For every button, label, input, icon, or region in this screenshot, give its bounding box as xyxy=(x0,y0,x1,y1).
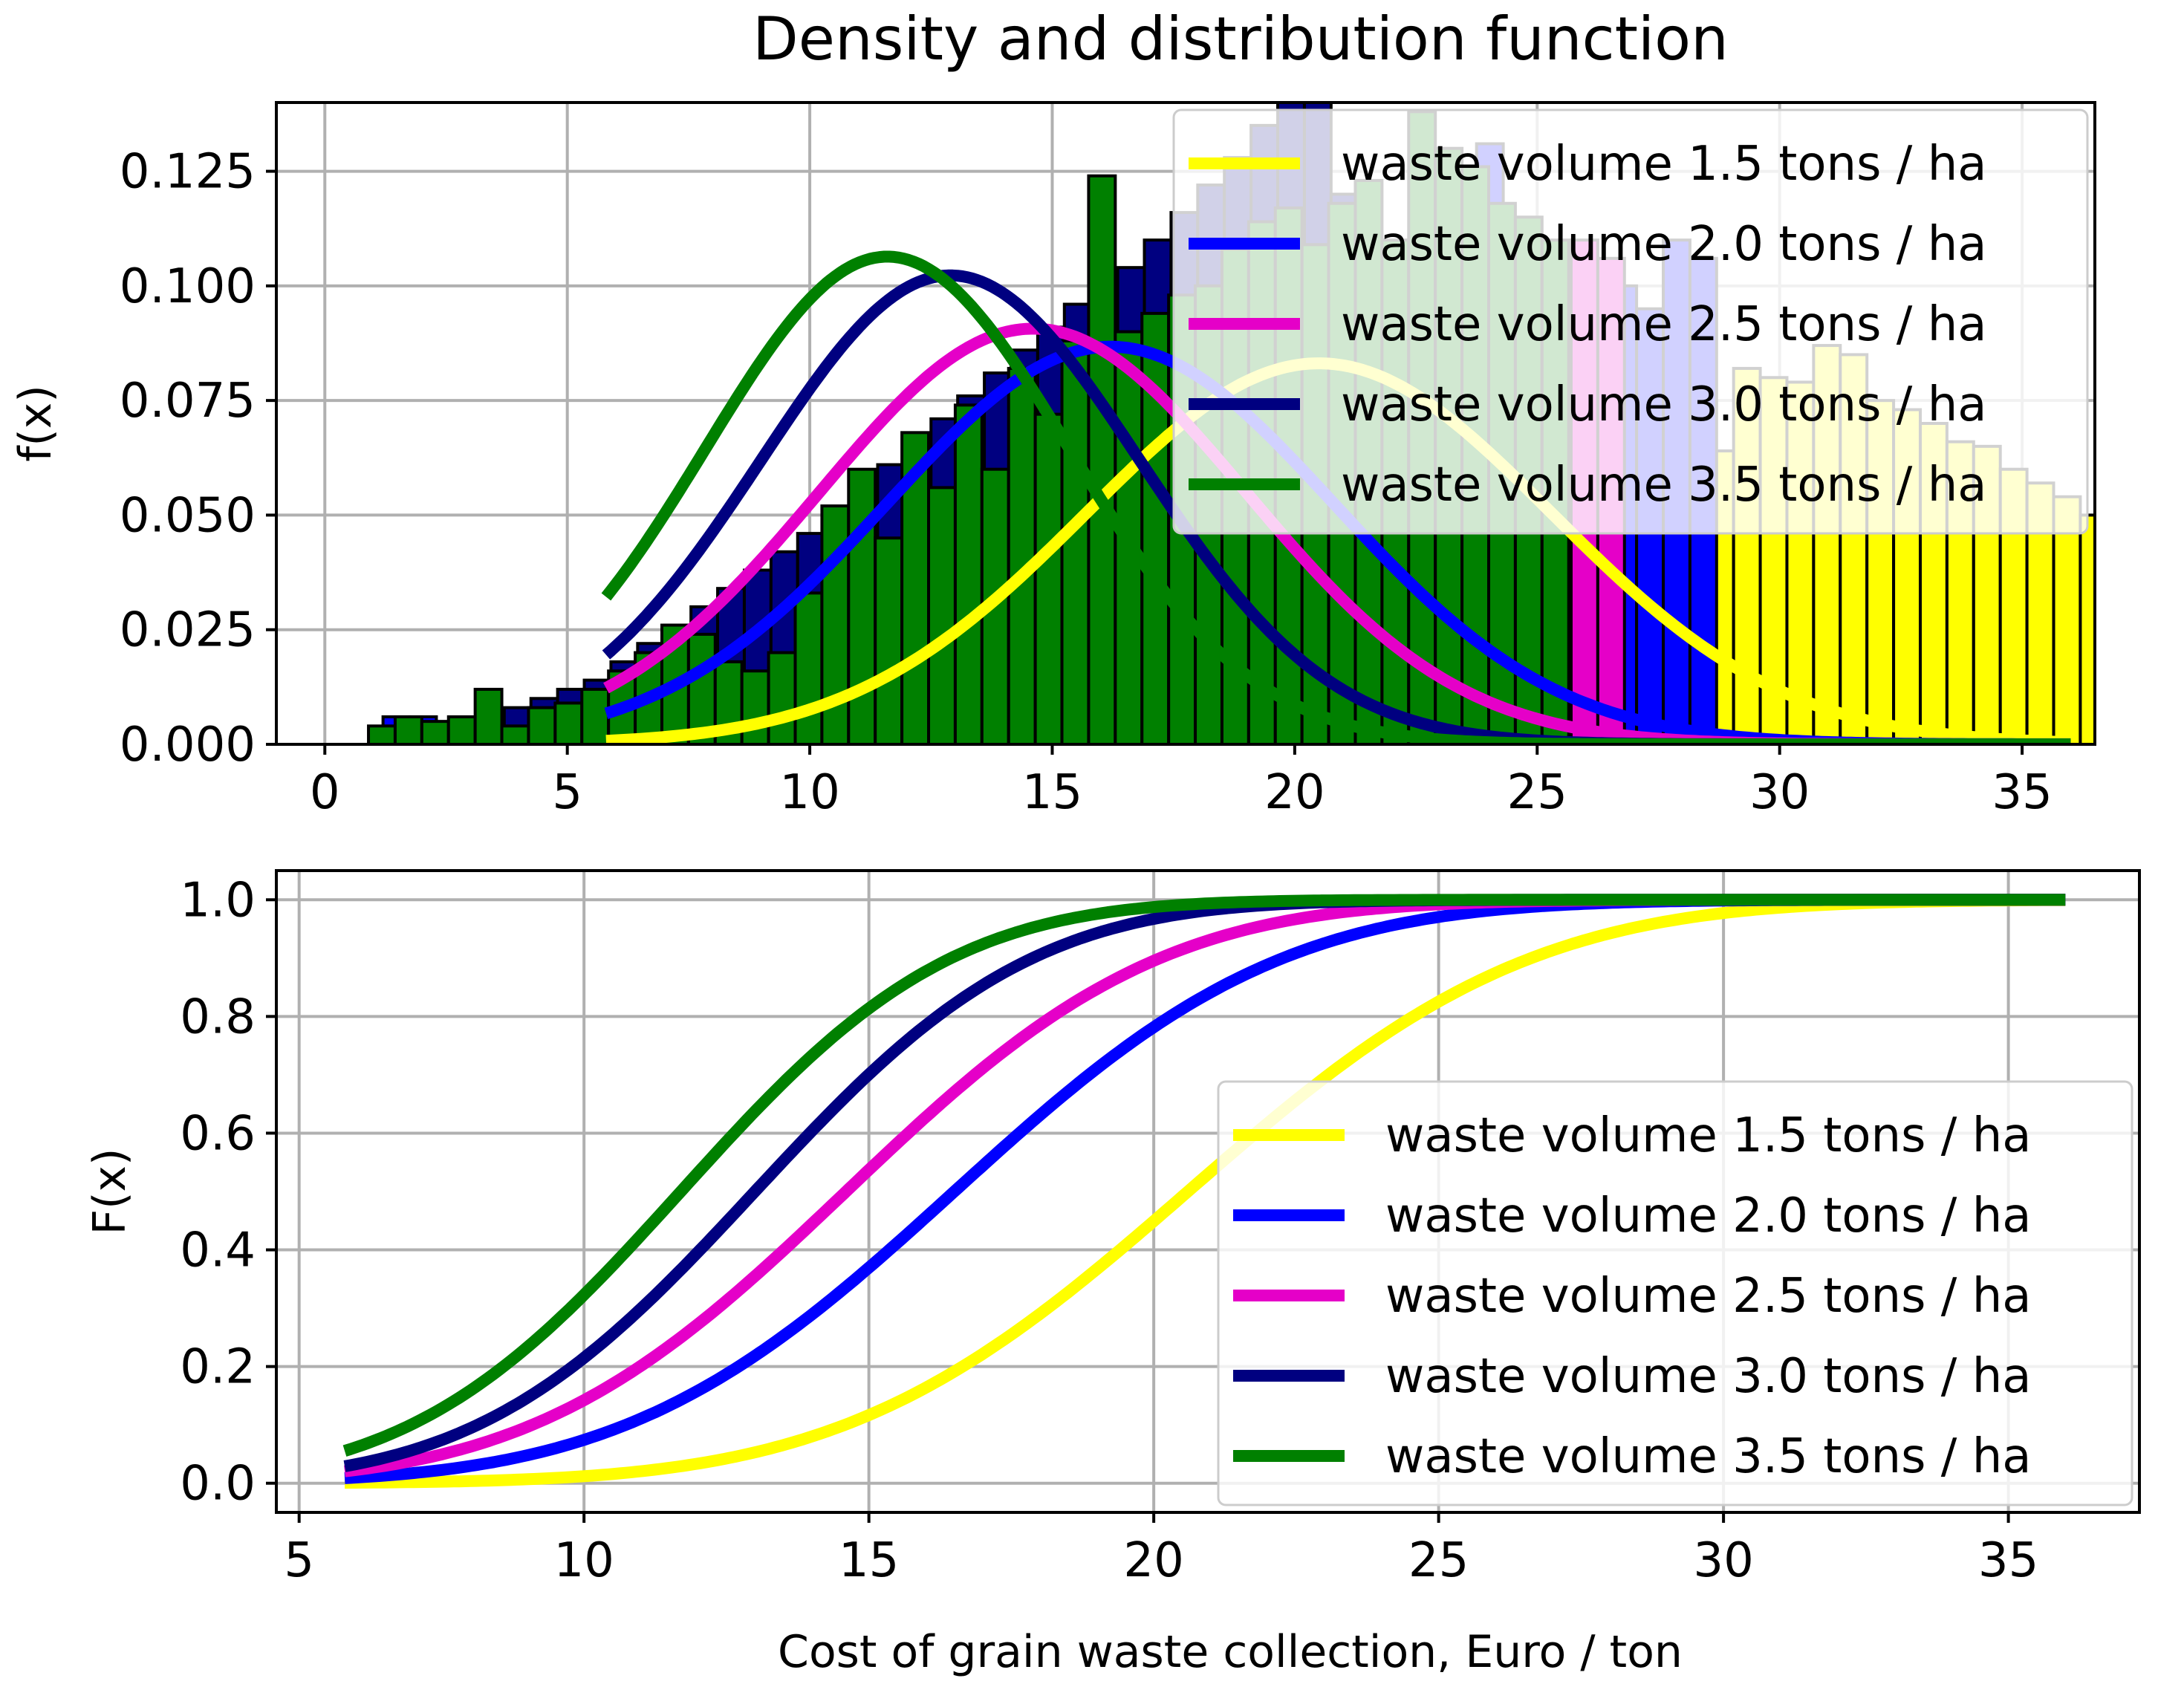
legend-label: waste volume 2.5 tons / ha xyxy=(1385,1269,2031,1324)
axes-frame xyxy=(275,101,2096,746)
histogram-bar xyxy=(2133,538,2160,744)
legend-label: waste volume 3.0 tons / ha xyxy=(1341,377,1986,432)
x-axis-label: Cost of grain waste collection, Euro / t… xyxy=(778,1626,1683,1678)
legend: waste volume 1.5 tons / ha waste volume 2… xyxy=(1217,1080,2133,1506)
histogram-bar xyxy=(420,720,450,744)
density-curve xyxy=(601,250,2072,744)
x-tick-label: 5 xyxy=(552,765,582,820)
y-tick-label: 0.025 xyxy=(120,603,256,658)
histogram-bar xyxy=(500,724,530,744)
density-curve xyxy=(602,269,2072,744)
histogram-bar xyxy=(527,706,557,744)
x-tick-label: 30 xyxy=(1693,1533,1753,1588)
legend-label: waste volume 3.0 tons / ha xyxy=(1385,1349,2031,1404)
y-tick-label: 0.0 xyxy=(180,1457,256,1512)
distribution-panel: 5 10 15 20 25 30 35 0.0 0.2 0.4 0.6 0.8 1.0 F(x) Cost … xyxy=(84,869,2141,1678)
legend-label: waste volume 3.5 tons / ha xyxy=(1385,1429,2031,1484)
y-tick-label: 0.2 xyxy=(180,1340,256,1395)
density-panel: 0 5 10 15 20 25 30 35 0.000 0.025 0.050 0.075 0.100 0… xyxy=(10,101,2184,820)
x-tick-label: 10 xyxy=(779,765,839,820)
y-tick-label: 0.125 xyxy=(120,145,256,200)
legend-label: waste volume 3.5 tons / ha xyxy=(1341,458,1986,513)
plot-body xyxy=(342,894,2066,1489)
legend-label: waste volume 1.5 tons / ha xyxy=(1341,137,1986,192)
histogram-bar xyxy=(874,536,904,744)
histogram-bar xyxy=(367,724,397,744)
y-axis-label: f(x) xyxy=(10,385,62,461)
histogram-bar xyxy=(953,403,984,744)
x-tick-label: 35 xyxy=(1978,1533,2038,1588)
histogram-bar xyxy=(1060,339,1091,744)
legend-label: waste volume 1.5 tons / ha xyxy=(1385,1108,2031,1163)
y-axis-label: F(x) xyxy=(84,1148,136,1235)
x-tick-label: 25 xyxy=(1507,765,1567,820)
y-tick-label: 0.4 xyxy=(180,1223,256,1278)
x-tick-label: 10 xyxy=(553,1533,614,1588)
x-tick-label: 0 xyxy=(310,765,340,820)
histogram-bar xyxy=(1087,174,1117,744)
cdf-curve xyxy=(342,894,2066,1457)
legend-label: waste volume 2.5 tons / ha xyxy=(1341,297,1986,352)
legend-frame xyxy=(1172,108,2089,535)
y-tick-label: 0.000 xyxy=(120,718,256,773)
x-tick-label: 15 xyxy=(839,1533,899,1588)
histogram-bar xyxy=(580,687,611,744)
y-tick-label: 0.100 xyxy=(120,259,256,314)
legend-label: waste volume 2.0 tons / ha xyxy=(1385,1189,2031,1244)
histogram-bar xyxy=(740,669,770,744)
legend: waste volume 1.5 tons / ha waste volume 2… xyxy=(1172,108,2089,535)
x-tick-label: 20 xyxy=(1264,765,1325,820)
histogram-bar xyxy=(793,591,824,744)
histogram-bar xyxy=(1007,366,1037,744)
histogram-bar xyxy=(446,715,477,744)
y-tick-label: 0.6 xyxy=(180,1106,256,1161)
x-tick-label: 20 xyxy=(1123,1533,1183,1588)
legend-frame xyxy=(1217,1080,2133,1506)
x-tick-label: 25 xyxy=(1408,1533,1469,1588)
histogram-bar xyxy=(2160,602,2184,744)
legend-label: waste volume 2.0 tons / ha xyxy=(1341,217,1986,272)
histogram-bar xyxy=(473,687,504,744)
x-tick-label: 35 xyxy=(1992,765,2052,820)
y-tick-label: 0.050 xyxy=(120,488,256,543)
chart-title: Density and distribution function xyxy=(753,4,1729,74)
histogram-bar xyxy=(1033,412,1064,744)
histogram-bar xyxy=(393,715,423,744)
y-tick-label: 0.8 xyxy=(180,989,256,1044)
x-tick-label: 15 xyxy=(1022,765,1082,820)
histogram-bar xyxy=(927,486,957,744)
x-tick-label: 5 xyxy=(284,1533,314,1588)
histogram-bar xyxy=(767,651,797,744)
x-tick-label: 30 xyxy=(1749,765,1810,820)
histogram-bar xyxy=(847,467,877,744)
y-tick-label: 1.0 xyxy=(180,873,256,928)
cdf-curve xyxy=(344,894,2066,1489)
y-tick-label: 0.075 xyxy=(120,374,256,429)
axes-frame xyxy=(275,869,2141,1514)
histogram-bar xyxy=(553,701,584,744)
histogram-bar xyxy=(2107,520,2133,744)
